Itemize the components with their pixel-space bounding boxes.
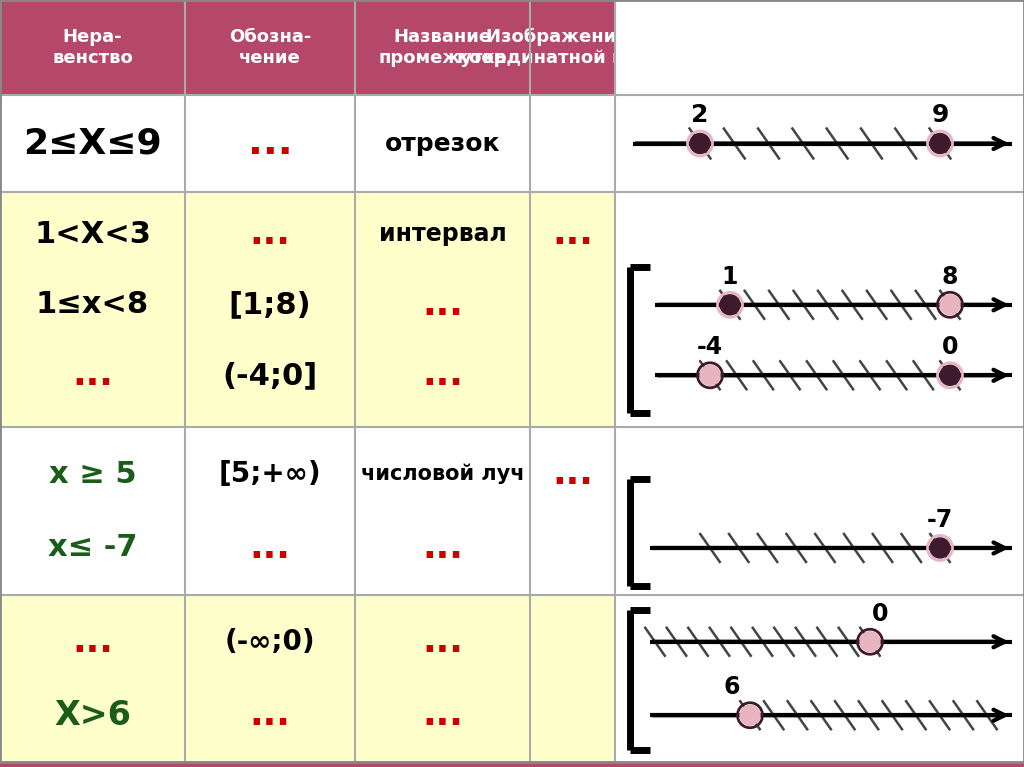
Text: [5;+∞): [5;+∞): [219, 460, 322, 488]
Text: [1;8): [1;8): [228, 290, 311, 319]
Bar: [0, 0, 185, 95]
Text: ...: ...: [250, 217, 291, 252]
Text: 1<X<3: 1<X<3: [34, 220, 151, 249]
Bar: [355, 0, 530, 95]
Circle shape: [930, 133, 950, 153]
Text: 1≤x<8: 1≤x<8: [36, 290, 150, 319]
Text: ...: ...: [248, 124, 292, 163]
Text: x≤ -7: x≤ -7: [48, 534, 137, 562]
Bar: [530, 595, 615, 762]
Bar: [0, 95, 185, 192]
Text: ...: ...: [422, 358, 463, 392]
Bar: [185, 427, 355, 595]
Bar: [355, 427, 530, 595]
Text: 2≤X≤9: 2≤X≤9: [24, 127, 162, 160]
Text: Изображение на
координатной прямой: Изображение на координатной прямой: [457, 28, 688, 67]
Text: Обозна-
чение: Обозна- чение: [228, 28, 311, 67]
Text: 6: 6: [724, 675, 740, 700]
Text: ...: ...: [250, 698, 291, 732]
Text: x ≥ 5: x ≥ 5: [49, 459, 136, 489]
Bar: [530, 192, 615, 427]
Text: числовой луч: числовой луч: [360, 464, 524, 484]
Bar: [530, 427, 615, 595]
Bar: [355, 95, 530, 192]
Text: ...: ...: [552, 217, 593, 252]
Text: 8: 8: [942, 265, 958, 289]
Text: ...: ...: [552, 457, 593, 491]
Text: 2: 2: [691, 104, 709, 127]
Text: X>6: X>6: [54, 699, 131, 732]
Bar: [0, 595, 185, 762]
Circle shape: [700, 365, 720, 385]
Text: отрезок: отрезок: [385, 131, 501, 156]
Bar: [185, 95, 355, 192]
Text: 9: 9: [931, 104, 948, 127]
Circle shape: [930, 538, 950, 558]
Circle shape: [720, 295, 740, 314]
Circle shape: [690, 133, 710, 153]
Circle shape: [940, 365, 961, 385]
Bar: [0, 762, 1024, 767]
Text: интервал: интервал: [379, 222, 507, 246]
Bar: [185, 595, 355, 762]
Text: ...: ...: [72, 625, 113, 659]
Bar: [355, 595, 530, 762]
Text: 0: 0: [871, 602, 888, 626]
Bar: [355, 192, 530, 427]
Text: ...: ...: [422, 625, 463, 659]
Bar: [0, 192, 185, 427]
Text: -7: -7: [927, 508, 953, 532]
Text: ...: ...: [422, 698, 463, 732]
Text: 1: 1: [722, 265, 738, 289]
Text: -4: -4: [697, 335, 723, 359]
Bar: [185, 0, 355, 95]
Text: ...: ...: [72, 358, 113, 392]
Circle shape: [740, 705, 760, 726]
Circle shape: [940, 295, 961, 314]
Bar: [0, 427, 185, 595]
Text: Нера-
венство: Нера- венство: [52, 28, 133, 67]
Bar: [185, 192, 355, 427]
Text: ...: ...: [250, 531, 291, 565]
Text: 0: 0: [942, 335, 958, 359]
Text: (-∞;0): (-∞;0): [224, 627, 315, 656]
Bar: [530, 0, 615, 95]
Text: ...: ...: [422, 288, 463, 322]
Text: ...: ...: [422, 531, 463, 565]
Bar: [530, 95, 615, 192]
Text: (-4;0]: (-4;0]: [222, 360, 317, 390]
Circle shape: [860, 632, 880, 652]
Text: Название
промежутка: Название промежутка: [378, 28, 507, 67]
